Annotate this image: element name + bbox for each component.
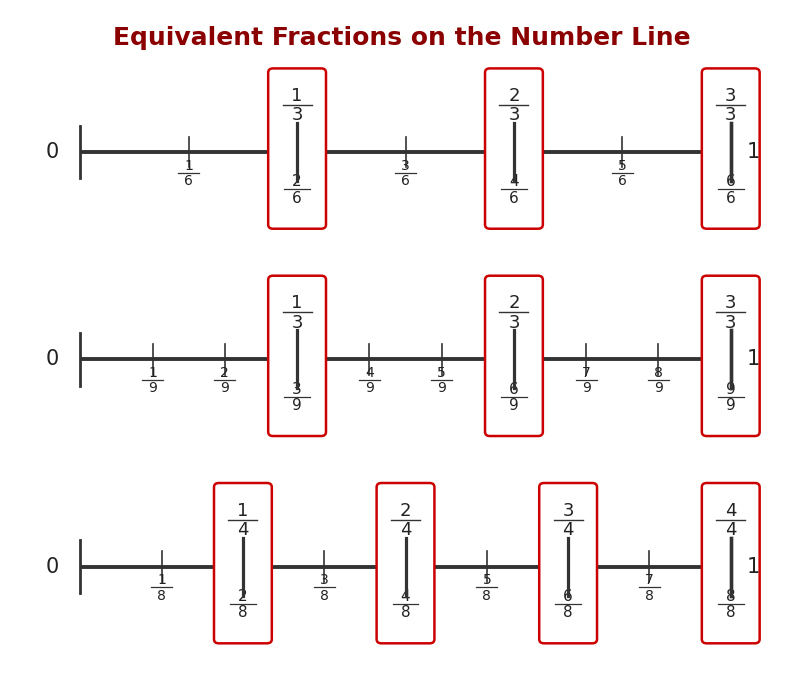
Text: 9: 9 <box>653 381 662 395</box>
Text: 8: 8 <box>238 605 247 621</box>
Text: 4: 4 <box>724 521 735 539</box>
Text: 1: 1 <box>157 574 166 587</box>
Text: 4: 4 <box>399 521 411 539</box>
Text: 9: 9 <box>220 381 229 395</box>
Text: 9: 9 <box>581 381 590 395</box>
Text: 9: 9 <box>508 398 518 413</box>
Text: 6: 6 <box>508 191 518 206</box>
Text: 2: 2 <box>238 589 247 604</box>
Text: 7: 7 <box>644 574 653 587</box>
FancyBboxPatch shape <box>268 68 326 229</box>
Text: 1: 1 <box>746 350 759 369</box>
Text: Equivalent Fractions on the Number Line: Equivalent Fractions on the Number Line <box>112 26 690 50</box>
Text: 1: 1 <box>291 294 302 312</box>
FancyBboxPatch shape <box>484 276 542 436</box>
Text: 3: 3 <box>561 502 573 520</box>
FancyBboxPatch shape <box>376 483 434 643</box>
Text: 4: 4 <box>561 521 573 539</box>
Text: 3: 3 <box>508 106 519 124</box>
Text: 4: 4 <box>365 366 373 380</box>
Text: 9: 9 <box>292 398 302 413</box>
Text: 0: 0 <box>46 557 59 576</box>
Text: 4: 4 <box>724 502 735 520</box>
Text: 1: 1 <box>746 142 759 162</box>
Text: 8: 8 <box>644 589 653 603</box>
Text: 2: 2 <box>508 87 519 105</box>
Text: 0: 0 <box>46 142 59 162</box>
Text: 6: 6 <box>184 174 193 188</box>
Text: 5: 5 <box>437 366 445 380</box>
Text: 3: 3 <box>292 381 302 397</box>
Text: 6: 6 <box>617 174 626 188</box>
Text: 8: 8 <box>725 605 735 621</box>
Text: 9: 9 <box>725 398 735 413</box>
Text: 3: 3 <box>291 106 302 124</box>
Text: 3: 3 <box>724 294 735 312</box>
Text: 6: 6 <box>508 381 518 397</box>
Text: 2: 2 <box>399 502 411 520</box>
Text: 9: 9 <box>148 381 157 395</box>
Text: 4: 4 <box>508 174 518 189</box>
Text: 9: 9 <box>725 381 735 397</box>
Text: 3: 3 <box>319 574 328 587</box>
Text: 5: 5 <box>482 574 491 587</box>
Text: 4: 4 <box>237 521 249 539</box>
Text: 9: 9 <box>437 381 446 395</box>
FancyBboxPatch shape <box>701 276 759 436</box>
Text: 3: 3 <box>724 314 735 332</box>
Text: 6: 6 <box>400 174 410 188</box>
Text: 8: 8 <box>400 605 410 621</box>
FancyBboxPatch shape <box>213 483 271 643</box>
Text: 2: 2 <box>221 366 229 380</box>
FancyBboxPatch shape <box>539 483 596 643</box>
Text: 1: 1 <box>746 557 759 576</box>
Text: 5: 5 <box>618 159 626 173</box>
Text: 2: 2 <box>508 294 519 312</box>
Text: 8: 8 <box>482 589 491 603</box>
Text: 8: 8 <box>157 589 166 603</box>
Text: 3: 3 <box>401 159 409 173</box>
Text: 8: 8 <box>563 605 572 621</box>
Text: 3: 3 <box>291 314 302 332</box>
Text: 8: 8 <box>319 589 328 603</box>
Text: 1: 1 <box>237 502 249 520</box>
FancyBboxPatch shape <box>484 68 542 229</box>
Text: 2: 2 <box>292 174 302 189</box>
Text: 1: 1 <box>291 87 302 105</box>
Text: 1: 1 <box>184 159 193 173</box>
Text: 1: 1 <box>148 366 157 380</box>
Text: 6: 6 <box>725 191 735 206</box>
Text: 8: 8 <box>725 589 735 604</box>
Text: 7: 7 <box>581 366 589 380</box>
Text: 3: 3 <box>508 314 519 332</box>
FancyBboxPatch shape <box>268 276 326 436</box>
Text: 6: 6 <box>292 191 302 206</box>
Text: 9: 9 <box>364 381 373 395</box>
Text: 8: 8 <box>653 366 662 380</box>
FancyBboxPatch shape <box>701 483 759 643</box>
Text: 6: 6 <box>562 589 573 604</box>
Text: 4: 4 <box>400 589 410 604</box>
Text: 3: 3 <box>724 106 735 124</box>
Text: 0: 0 <box>46 350 59 369</box>
Text: 6: 6 <box>725 174 735 189</box>
Text: 3: 3 <box>724 87 735 105</box>
FancyBboxPatch shape <box>701 68 759 229</box>
